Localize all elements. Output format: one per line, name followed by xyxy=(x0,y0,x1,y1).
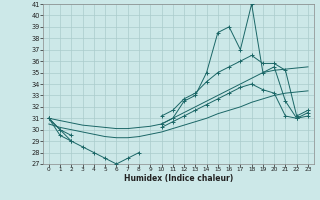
X-axis label: Humidex (Indice chaleur): Humidex (Indice chaleur) xyxy=(124,174,233,183)
